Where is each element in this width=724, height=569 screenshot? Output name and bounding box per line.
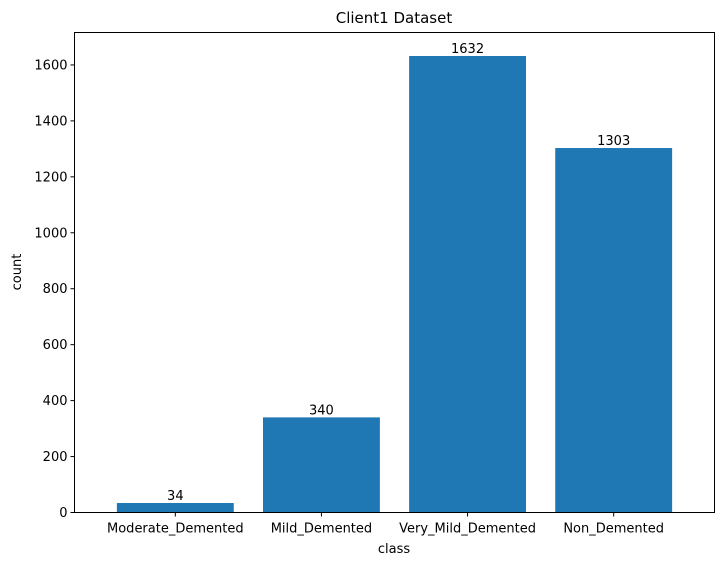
plot-frame [74,32,715,513]
bar-non-demented [555,148,673,513]
x-axis: Moderate_Demented Mild_Demented Very_Mild_… [107,512,664,537]
y-tick-label: 600 [43,338,68,353]
y-axis: 0 200 400 600 800 1000 1200 1400 1600 [34,58,75,521]
bar-moderate-demented [116,502,234,513]
chart-title: Client1 Dataset [336,9,453,27]
data-label: 1632 [451,42,484,57]
data-labels-layer: 34 340 1632 1303 [167,42,630,504]
y-tick-label: 0 [59,506,67,521]
data-label: 1303 [597,134,630,149]
y-tick-label: 200 [43,450,68,465]
x-axis-label: class [378,542,410,557]
y-tick-label: 1000 [34,226,67,241]
x-tick-label: Moderate_Demented [107,522,244,537]
y-axis-label: count [10,254,25,291]
x-tick-label: Non_Demented [563,522,664,537]
y-tick-label: 1200 [34,170,67,185]
data-label: 34 [167,489,184,504]
x-tick-label: Mild_Demented [271,522,372,537]
y-tick-label: 1600 [34,58,67,73]
bar-mild-demented [262,417,380,513]
data-label: 340 [309,403,334,418]
bars-layer [116,55,673,513]
y-tick-label: 400 [43,394,68,409]
y-tick-label: 800 [43,282,68,297]
bar-very-mild-demented [409,55,527,513]
y-tick-label: 1400 [34,114,67,129]
x-tick-label: Very_Mild_Demented [399,522,536,537]
